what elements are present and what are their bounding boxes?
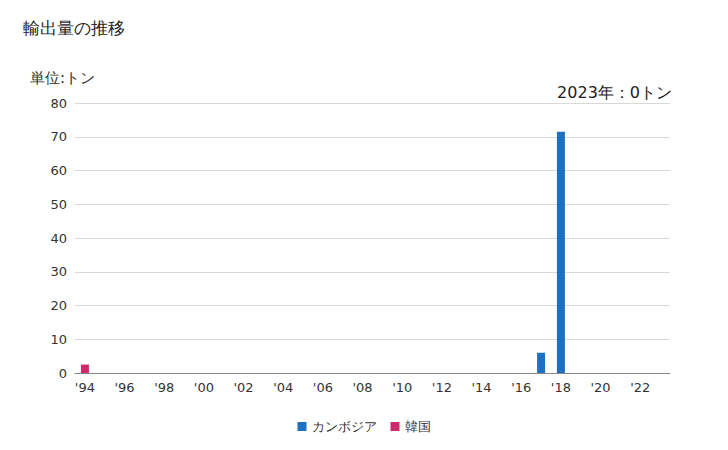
svg-text:80: 80	[50, 96, 67, 111]
svg-text:単位:トン: 単位:トン	[30, 69, 95, 87]
svg-text:韓国: 韓国	[405, 419, 431, 434]
svg-text:70: 70	[50, 129, 67, 144]
svg-text:20: 20	[50, 298, 67, 313]
svg-text:'12: '12	[432, 380, 452, 395]
svg-text:'96: '96	[115, 380, 135, 395]
svg-text:60: 60	[50, 163, 67, 178]
svg-text:'08: '08	[353, 380, 373, 395]
svg-text:'00: '00	[194, 380, 214, 395]
svg-text:30: 30	[50, 264, 67, 279]
svg-text:'14: '14	[472, 380, 492, 395]
svg-text:輸出量の推移: 輸出量の推移	[23, 18, 125, 38]
svg-text:10: 10	[50, 332, 67, 347]
svg-text:'04: '04	[273, 380, 293, 395]
svg-text:0: 0	[59, 366, 67, 381]
svg-text:'06: '06	[313, 380, 333, 395]
svg-text:カンボジア: カンボジア	[312, 419, 377, 434]
svg-text:'02: '02	[234, 380, 254, 395]
svg-text:'18: '18	[551, 380, 571, 395]
svg-text:'20: '20	[591, 380, 611, 395]
svg-text:'22: '22	[630, 380, 650, 395]
svg-text:'98: '98	[154, 380, 174, 395]
svg-text:40: 40	[50, 231, 67, 246]
svg-text:50: 50	[50, 197, 67, 212]
svg-text:'10: '10	[392, 380, 412, 395]
svg-text:2023年：0トン: 2023年：0トン	[557, 83, 672, 102]
svg-text:'94: '94	[75, 380, 95, 395]
svg-text:'16: '16	[511, 380, 531, 395]
